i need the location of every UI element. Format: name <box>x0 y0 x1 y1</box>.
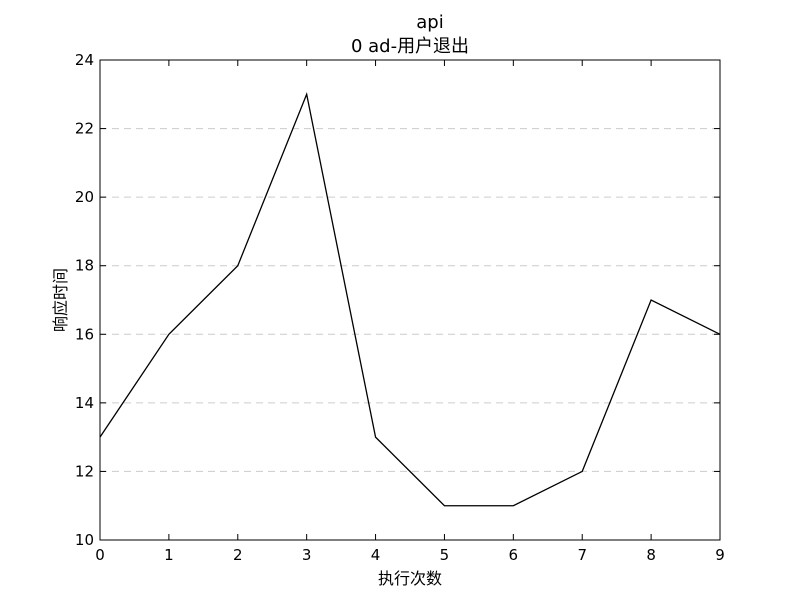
y-tick-label: 14 <box>75 394 94 412</box>
x-tick-label: 1 <box>164 546 174 564</box>
y-tick-label: 24 <box>75 51 94 69</box>
x-tick-label: 4 <box>371 546 381 564</box>
y-tick-label: 22 <box>75 120 94 138</box>
x-tick-label: 0 <box>95 546 105 564</box>
x-tick-labels: 0 1 2 3 4 5 6 7 8 9 <box>95 546 725 564</box>
x-tick-label: 6 <box>509 546 519 564</box>
y-tick-label: 16 <box>75 325 94 343</box>
y-tick-labels: 10 12 14 16 18 20 22 24 <box>75 51 94 549</box>
chart-title-line1: api <box>416 12 443 33</box>
y-tick-label: 12 <box>75 462 94 480</box>
y-tick-label: 18 <box>75 257 94 275</box>
x-axis-label: 执行次数 <box>378 569 442 588</box>
y-tick-label: 10 <box>75 531 94 549</box>
chart-title-line2: 0 ad-用户退出 <box>351 36 469 57</box>
x-tick-label: 5 <box>440 546 450 564</box>
series-line <box>99 92 721 507</box>
series-layer <box>99 92 721 507</box>
y-axis-label: 响应时间 <box>51 268 70 332</box>
y-gridlines <box>100 128 720 472</box>
x-tick-label: 7 <box>577 546 587 564</box>
x-tick-label: 9 <box>715 546 725 564</box>
x-tick-label: 8 <box>646 546 656 564</box>
tick-marks <box>99 59 721 541</box>
plot-frame <box>99 59 721 541</box>
x-tick-label: 2 <box>233 546 243 564</box>
x-tick-label: 3 <box>302 546 312 564</box>
y-tick-label: 20 <box>75 188 94 206</box>
